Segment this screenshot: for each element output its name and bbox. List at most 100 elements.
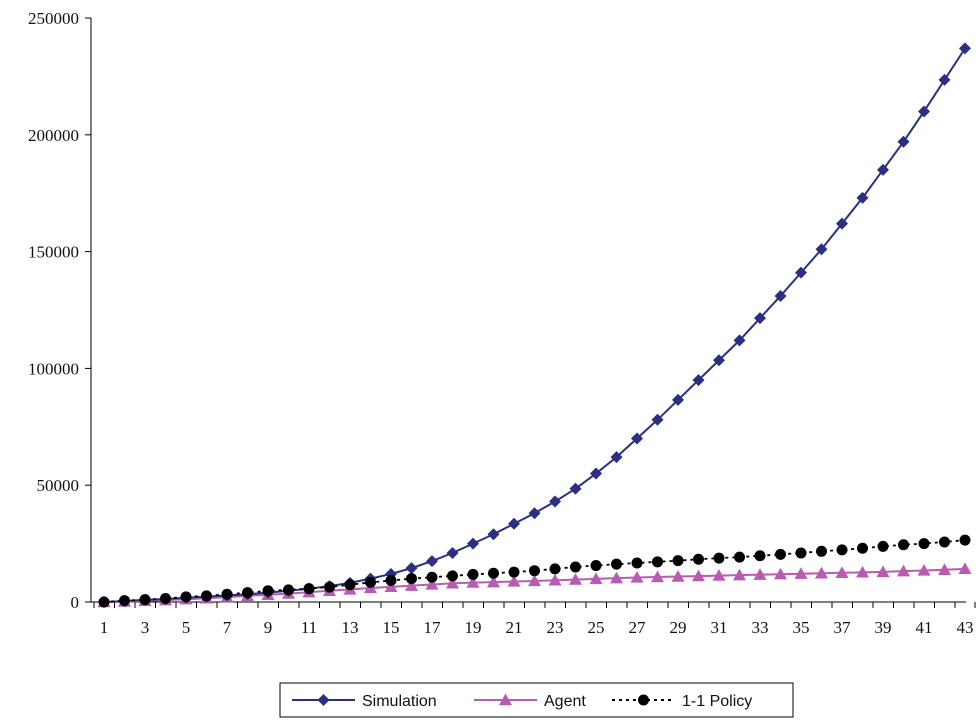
x-tick-label: 31 [711,618,728,637]
x-tick-label: 29 [670,618,687,637]
data-point-agent [384,580,398,593]
legend-swatch-marker [638,694,649,706]
data-point-1-1-policy [693,553,704,565]
data-point-1-1-policy [631,557,643,569]
data-point-simulation [692,374,705,387]
data-point-1-1-policy [672,555,684,567]
data-point-agent [835,566,849,578]
y-tick-label: 150000 [28,243,79,262]
data-point-simulation [959,42,971,55]
data-point-simulation [733,334,746,347]
x-tick-label: 39 [875,618,892,637]
data-point-simulation [426,555,438,568]
data-point-agent [446,576,459,589]
data-point-1-1-policy [98,596,110,608]
data-point-1-1-policy [447,570,458,582]
data-point-1-1-policy [406,573,417,585]
data-point-agent [815,566,828,579]
data-point-1-1-policy [385,575,397,587]
data-point-1-1-policy [201,590,212,602]
data-point-1-1-policy [467,568,479,580]
data-point-simulation [590,467,602,480]
data-point-agent [794,567,808,579]
data-point-1-1-policy [303,583,315,595]
data-point-simulation [672,393,684,406]
y-tick-label: 250000 [28,9,79,28]
data-point-agent [856,565,869,578]
x-tick-label: 33 [752,618,769,637]
data-point-agent [651,570,664,583]
data-point-1-1-policy [262,585,274,597]
data-point-1-1-policy [611,558,622,570]
series-group [97,42,972,608]
data-point-agent [589,572,603,585]
legend-swatch-marker [499,693,512,706]
data-point-agent [569,573,582,585]
data-point-simulation [549,495,561,508]
data-point-agent [528,574,541,587]
data-point-1-1-policy [570,561,581,573]
data-point-1-1-policy [508,566,520,578]
data-point-agent [753,568,767,580]
data-point-simulation [795,266,807,279]
x-tick-label: 17 [424,618,442,637]
data-point-1-1-policy [160,592,171,604]
data-point-simulation [446,546,459,559]
data-point-1-1-policy [734,551,745,563]
data-point-simulation [528,507,541,520]
x-tick-label: 41 [916,618,933,637]
x-tick-label: 19 [465,618,482,637]
data-point-simulation [836,217,848,230]
legend-swatch-marker [317,694,330,706]
data-point-simulation [610,451,623,464]
x-tick-label: 27 [629,618,647,637]
data-point-simulation [569,482,582,495]
data-point-simulation [487,528,500,541]
x-tick-label: 23 [547,618,564,637]
legend-entry-1-1-policy: 1-1 Policy [612,693,752,710]
data-point-1-1-policy [283,584,294,596]
data-point-agent [548,573,562,586]
data-point-simulation [405,562,418,575]
data-point-agent [897,564,910,577]
data-point-1-1-policy [488,567,499,579]
data-point-1-1-policy [242,587,253,599]
data-point-agent [507,574,521,587]
data-point-1-1-policy [652,556,663,568]
data-point-agent [733,568,746,581]
y-tick-label: 200000 [28,126,79,145]
data-point-1-1-policy [918,538,930,550]
data-point-simulation [877,163,889,176]
data-point-1-1-policy [939,536,950,548]
data-point-1-1-policy [816,545,827,557]
legend-label: Agent [544,693,586,710]
data-point-agent [692,569,705,582]
data-point-simulation [651,413,664,426]
data-point-simulation [467,537,479,550]
data-point-simulation [815,243,828,256]
x-axis: 1 3 5 7 9 11 13 15 17 19 21 23 25 27 29 31 33 35 37 39 41 43 [91,601,976,637]
data-point-1-1-policy [836,544,848,556]
data-point-1-1-policy [898,539,909,551]
x-tick-label: 3 [141,618,150,637]
legend-label: Simulation [362,693,437,710]
data-point-agent [774,567,787,580]
y-tick-label: 100000 [28,359,79,378]
x-tick-label: 7 [223,618,232,637]
y-tick-label: 50000 [37,476,80,495]
data-point-agent [958,562,972,575]
y-tick-label: 0 [71,593,80,612]
data-point-agent [630,570,644,583]
data-point-agent [405,579,418,591]
data-point-1-1-policy [180,591,192,603]
data-point-1-1-policy [529,565,540,577]
data-point-simulation [856,191,869,204]
data-point-1-1-policy [344,579,356,591]
data-point-simulation [508,517,520,530]
data-point-agent [466,576,480,588]
x-tick-label: 15 [383,618,400,637]
data-point-simulation [938,73,951,86]
series-simulation [98,42,971,608]
data-point-agent [876,565,890,578]
